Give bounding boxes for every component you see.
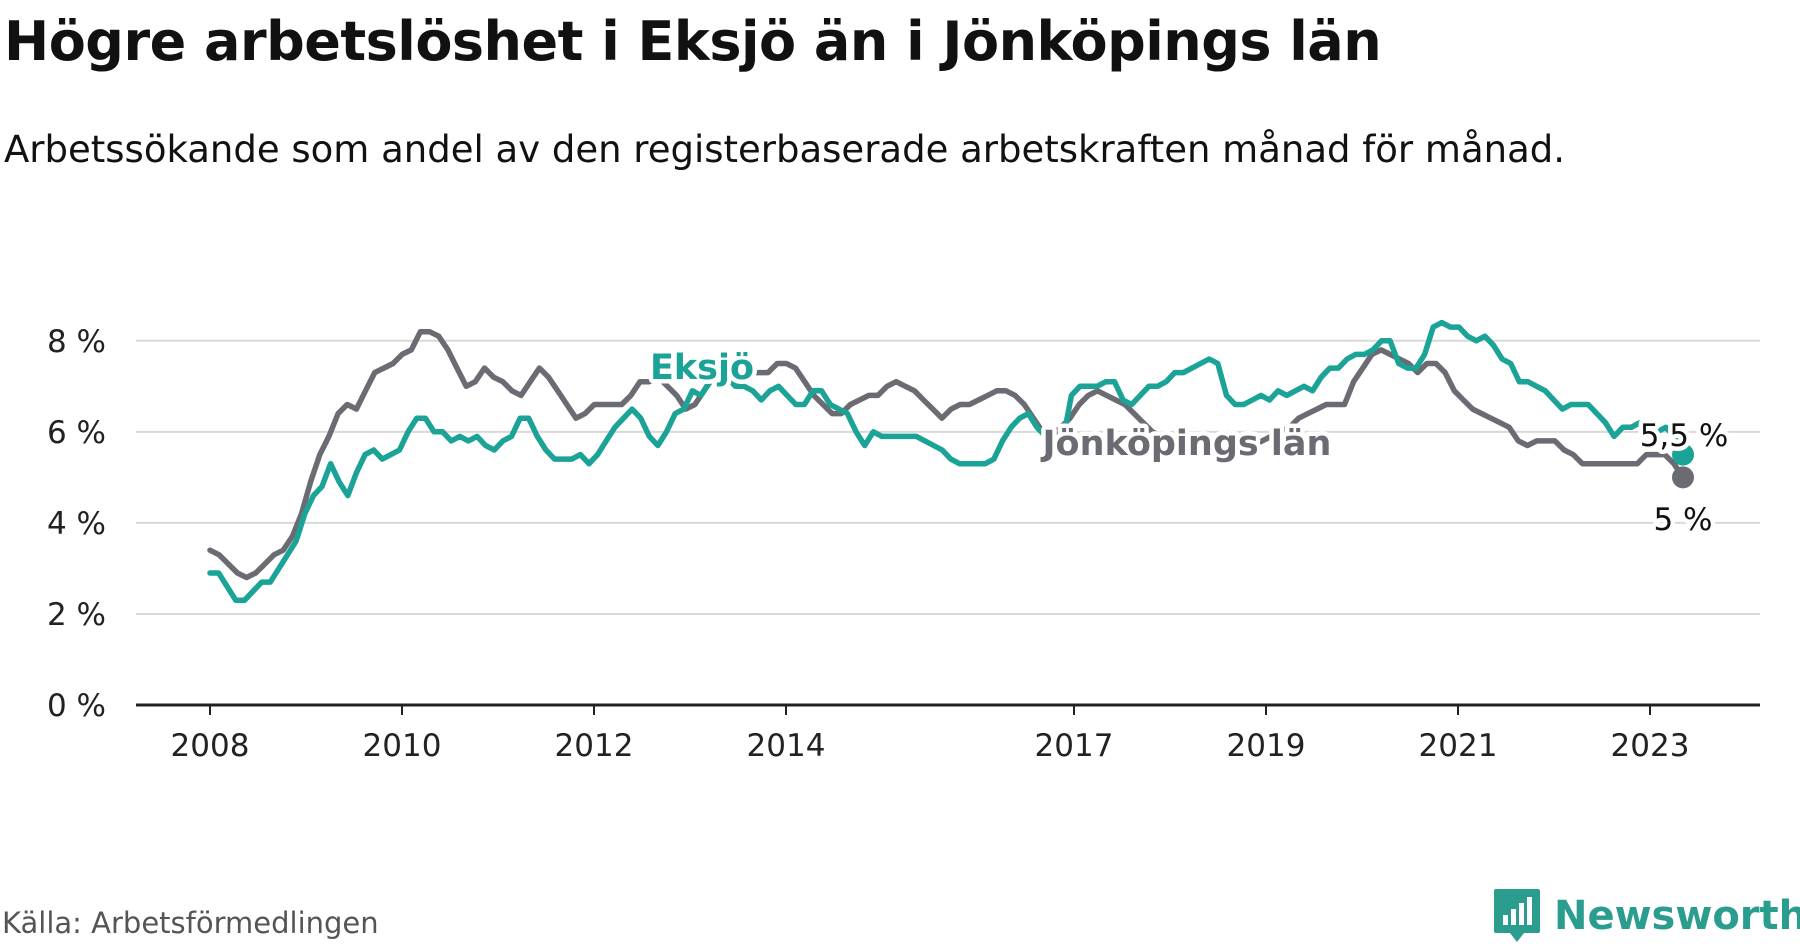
x-tick-label: 2021 bbox=[1419, 728, 1498, 764]
series-labels: Eksjö Jönköpings län 5,5 % 5 % bbox=[645, 344, 1732, 543]
y-axis-tick-labels: 0 % 2 % 4 % 6 % 8 % bbox=[47, 324, 106, 724]
series-line-eksjo bbox=[207, 319, 1686, 604]
x-tick-label: 2023 bbox=[1611, 728, 1690, 764]
x-tick-label: 2008 bbox=[171, 728, 250, 764]
chart-subtitle: Arbetssökande som andel av den registerb… bbox=[4, 128, 1565, 171]
series-lines bbox=[207, 319, 1694, 604]
x-tick-label: 2019 bbox=[1227, 728, 1306, 764]
series-line-jonkopings-lan bbox=[207, 328, 1686, 581]
x-tick-label: 2017 bbox=[1035, 728, 1114, 764]
series-label-jonkopings-lan: Jönköpings län bbox=[1041, 424, 1332, 464]
y-tick-label: 8 % bbox=[47, 324, 106, 360]
y-tick-label: 4 % bbox=[47, 506, 106, 542]
line-chart: 0 % 2 % 4 % 6 % 8 % 2008 2010 2012 2014 2017 2019… bbox=[47, 319, 1760, 764]
chart-title: Högre arbetslöshet i Eksjö än i Jönköpin… bbox=[4, 10, 1382, 73]
y-tick-label: 6 % bbox=[47, 415, 106, 451]
x-tick-label: 2014 bbox=[747, 728, 826, 764]
x-tick-label: 2010 bbox=[363, 728, 442, 764]
brand-name: Newsworthy bbox=[1554, 893, 1800, 939]
series-label-eksjo: Eksjö bbox=[650, 348, 754, 388]
series-end-dot bbox=[1672, 443, 1694, 466]
newsworthy-logo-icon bbox=[1494, 889, 1540, 942]
end-value-label-jonkopings-lan: 5 % bbox=[1653, 502, 1712, 538]
x-tick-label: 2012 bbox=[555, 728, 634, 764]
y-tick-label: 2 % bbox=[47, 597, 106, 633]
x-axis-tick-labels: 2008 2010 2012 2014 2017 2019 2021 2023 bbox=[171, 705, 1690, 764]
source-note: Källa: Arbetsförmedlingen bbox=[2, 906, 379, 940]
brand-logo[interactable]: Newsworthy bbox=[1492, 887, 1800, 945]
end-value-label-eksjo: 5,5 % bbox=[1640, 418, 1729, 454]
series-end-dot bbox=[1672, 466, 1694, 489]
y-tick-label: 0 % bbox=[47, 688, 106, 724]
